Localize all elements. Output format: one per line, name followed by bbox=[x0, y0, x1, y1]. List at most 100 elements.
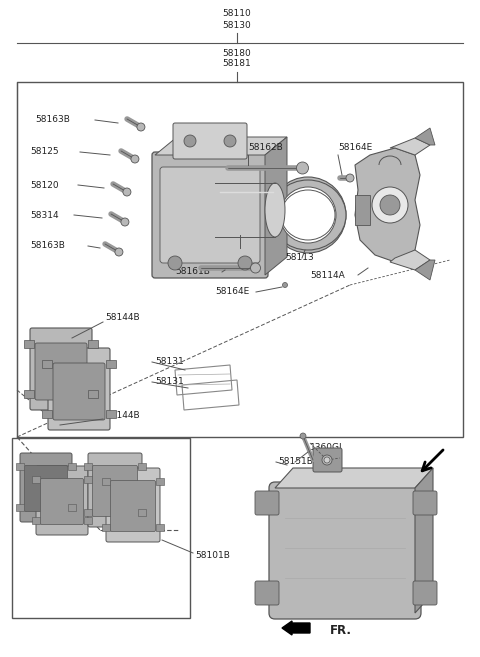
Bar bbox=[106, 360, 116, 368]
Circle shape bbox=[123, 188, 131, 196]
Circle shape bbox=[251, 263, 261, 273]
Text: 58131: 58131 bbox=[155, 357, 184, 367]
Bar bbox=[84, 476, 92, 483]
Ellipse shape bbox=[281, 190, 335, 240]
Text: 58144B: 58144B bbox=[105, 411, 140, 420]
FancyArrow shape bbox=[282, 621, 310, 635]
Circle shape bbox=[322, 455, 332, 465]
Bar bbox=[32, 476, 40, 483]
Bar bbox=[156, 478, 164, 485]
Bar bbox=[215, 183, 275, 237]
Text: 58110: 58110 bbox=[223, 9, 252, 18]
Circle shape bbox=[324, 457, 330, 463]
FancyBboxPatch shape bbox=[35, 343, 87, 400]
Bar bbox=[32, 517, 40, 524]
Text: 1360GJ: 1360GJ bbox=[310, 443, 343, 453]
Polygon shape bbox=[390, 138, 430, 155]
Text: 58114A: 58114A bbox=[310, 271, 345, 279]
FancyBboxPatch shape bbox=[36, 466, 88, 535]
Text: 58112: 58112 bbox=[220, 244, 249, 252]
Circle shape bbox=[115, 248, 123, 256]
Bar bbox=[16, 504, 24, 511]
Text: FR.: FR. bbox=[330, 623, 352, 637]
Text: 58120: 58120 bbox=[30, 181, 59, 189]
Bar bbox=[24, 390, 34, 398]
Ellipse shape bbox=[230, 183, 260, 237]
Polygon shape bbox=[265, 137, 287, 275]
Text: 58164E: 58164E bbox=[338, 143, 372, 152]
FancyBboxPatch shape bbox=[106, 468, 160, 542]
Bar bbox=[68, 463, 76, 470]
FancyBboxPatch shape bbox=[413, 581, 437, 605]
Circle shape bbox=[283, 283, 288, 288]
Circle shape bbox=[238, 256, 252, 270]
Circle shape bbox=[131, 155, 139, 163]
Bar bbox=[42, 360, 52, 368]
FancyBboxPatch shape bbox=[255, 581, 279, 605]
Bar bbox=[84, 509, 92, 516]
FancyBboxPatch shape bbox=[413, 491, 437, 515]
Bar bbox=[138, 463, 146, 470]
Bar bbox=[84, 463, 92, 470]
FancyBboxPatch shape bbox=[40, 478, 84, 524]
Bar bbox=[102, 478, 110, 485]
Circle shape bbox=[168, 256, 182, 270]
FancyBboxPatch shape bbox=[110, 480, 156, 532]
Circle shape bbox=[270, 177, 346, 253]
FancyBboxPatch shape bbox=[30, 328, 92, 410]
Polygon shape bbox=[415, 260, 435, 280]
Circle shape bbox=[300, 433, 306, 439]
Text: 58162B: 58162B bbox=[248, 143, 283, 152]
FancyBboxPatch shape bbox=[152, 152, 268, 278]
FancyBboxPatch shape bbox=[160, 167, 260, 263]
Bar bbox=[24, 340, 34, 348]
Circle shape bbox=[184, 135, 196, 147]
Text: 58181: 58181 bbox=[223, 60, 252, 68]
FancyBboxPatch shape bbox=[88, 453, 142, 527]
FancyBboxPatch shape bbox=[173, 123, 247, 159]
FancyBboxPatch shape bbox=[48, 348, 110, 430]
Polygon shape bbox=[155, 137, 287, 155]
Text: 58101B: 58101B bbox=[195, 551, 230, 560]
Bar bbox=[355, 195, 370, 225]
Polygon shape bbox=[275, 468, 433, 488]
Text: 58161B: 58161B bbox=[175, 267, 210, 277]
Ellipse shape bbox=[265, 183, 285, 237]
Text: 58163B: 58163B bbox=[30, 242, 65, 250]
Circle shape bbox=[224, 135, 236, 147]
FancyBboxPatch shape bbox=[269, 482, 421, 619]
Text: 58144B: 58144B bbox=[105, 313, 140, 323]
Text: 58180: 58180 bbox=[223, 49, 252, 58]
Polygon shape bbox=[355, 148, 420, 262]
FancyBboxPatch shape bbox=[24, 466, 68, 512]
Circle shape bbox=[137, 123, 145, 131]
Bar bbox=[68, 504, 76, 511]
Bar bbox=[17, 82, 463, 437]
Polygon shape bbox=[390, 250, 430, 270]
FancyBboxPatch shape bbox=[93, 466, 137, 516]
Polygon shape bbox=[415, 468, 433, 613]
Text: 58131: 58131 bbox=[155, 378, 184, 386]
Bar bbox=[16, 463, 24, 470]
FancyBboxPatch shape bbox=[313, 448, 342, 472]
Bar bbox=[106, 410, 116, 418]
Bar bbox=[156, 524, 164, 531]
Circle shape bbox=[380, 195, 400, 215]
Bar bbox=[42, 410, 52, 418]
Circle shape bbox=[280, 187, 336, 243]
Ellipse shape bbox=[270, 180, 346, 250]
Text: 58164E: 58164E bbox=[215, 288, 249, 296]
Circle shape bbox=[121, 218, 129, 226]
Text: 58130: 58130 bbox=[223, 20, 252, 30]
Circle shape bbox=[372, 187, 408, 223]
Text: 58314: 58314 bbox=[30, 210, 59, 219]
Circle shape bbox=[346, 174, 354, 182]
Text: 58163B: 58163B bbox=[35, 116, 70, 124]
Text: 58151B: 58151B bbox=[278, 457, 313, 466]
Bar bbox=[138, 509, 146, 516]
Bar bbox=[84, 517, 92, 524]
Text: 58113: 58113 bbox=[285, 254, 314, 263]
Bar bbox=[12, 438, 190, 618]
FancyBboxPatch shape bbox=[255, 491, 279, 515]
Circle shape bbox=[297, 162, 309, 174]
